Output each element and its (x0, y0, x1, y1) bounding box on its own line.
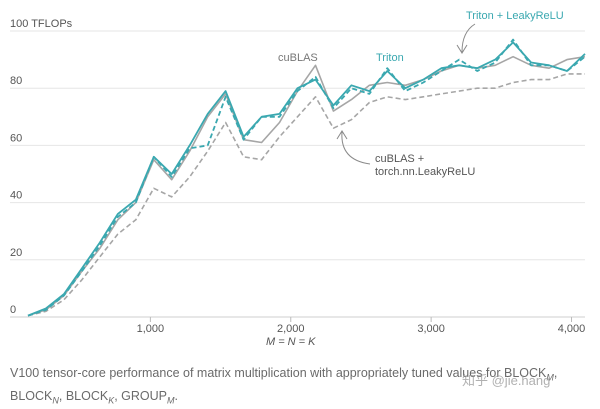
x-tick-label: 2,000 (277, 323, 305, 335)
caption-block-n: BLOCK (10, 388, 53, 403)
y-tick-label: 20 (10, 247, 22, 259)
callout-arrowhead-triton-leakyrelu (456, 44, 468, 54)
y-tick-label: 100 TFLOPs (10, 18, 73, 30)
caption-sub-k: K (108, 395, 115, 405)
watermark-text: 知乎 @jie.hang (462, 373, 551, 388)
chart-caption: V100 tensor-core performance of matrix m… (10, 364, 595, 409)
caption-block-k: , BLOCK (58, 388, 109, 403)
series-line-triton (27, 41, 586, 317)
chart-svg: 1,000 2,000 3,000 4,000 0 20 40 60 80 100 TFLOPs M… (10, 10, 586, 348)
caption-group: , GROUP (114, 388, 168, 403)
caption-end: . (174, 388, 179, 403)
x-axis-label: M = N = K (266, 336, 316, 345)
callout-arrow-triton-leakyrelu (461, 23, 476, 53)
callout-arrow-cublas-leakyrelu (341, 131, 371, 165)
caption-main: V100 tensor-core performance of matrix m… (10, 366, 547, 380)
caption-sub-group: M (167, 395, 175, 405)
annotation-triton-leakyrelu: Triton + LeakyReLU (466, 10, 564, 22)
series-line-triton-leakyrelu (27, 38, 586, 317)
series-line-cublas-torch-nn-leakyrelu (27, 73, 585, 317)
annotation-triton: Triton (376, 52, 404, 64)
caption-sub-n: N (52, 395, 59, 405)
caption-sep: , (553, 366, 558, 380)
y-tick-label: 0 (10, 304, 16, 316)
caption-sub-m: M (546, 372, 554, 383)
x-tick-label: 3,000 (417, 323, 445, 335)
y-tick-label: 40 (10, 190, 22, 202)
x-tick-label: 4,000 (558, 323, 586, 335)
callout-arrowhead-cublas-leakyrelu (336, 130, 348, 140)
series-line-cublas (27, 55, 586, 317)
y-tick-label: 60 (10, 132, 22, 144)
annotation-cublas: cuBLAS (278, 52, 318, 64)
x-tick-label: 1,000 (137, 323, 165, 335)
annotation-cublas-leakyrelu-line2: torch.nn.LeakyReLU (375, 166, 475, 178)
annotation-cublas-leakyrelu-line1: cuBLAS + (375, 153, 424, 165)
y-tick-label: 80 (10, 75, 22, 87)
chart: 1,000 2,000 3,000 4,000 0 20 40 60 80 100 TFLOPs M… (10, 10, 586, 348)
